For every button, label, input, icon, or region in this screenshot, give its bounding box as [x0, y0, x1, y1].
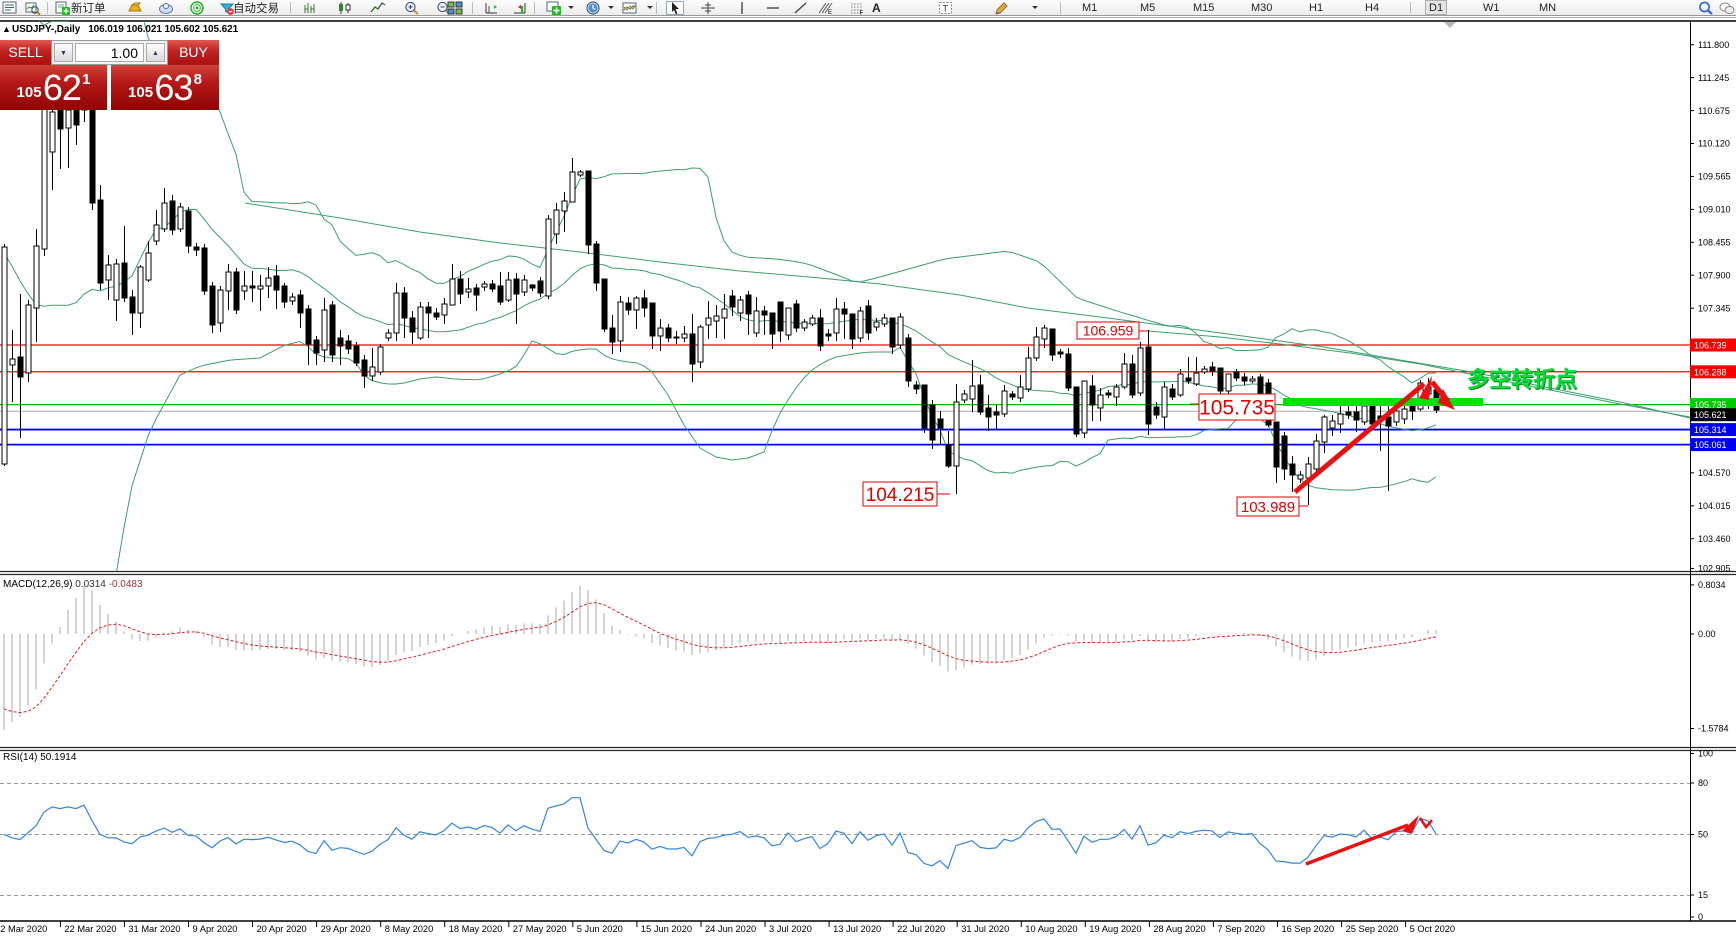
- svg-text:E: E: [828, 10, 832, 15]
- svg-text:7 Sep 2020: 7 Sep 2020: [1217, 924, 1265, 934]
- svg-text:28 Aug 2020: 28 Aug 2020: [1153, 924, 1205, 934]
- svg-text:104.015: 104.015: [1698, 501, 1731, 511]
- svg-text:20 Apr 2020: 20 Apr 2020: [257, 924, 307, 934]
- svg-text:RSI(14) 50.1914: RSI(14) 50.1914: [3, 752, 77, 763]
- svg-text:110.120: 110.120: [1698, 139, 1730, 149]
- svg-text:2 Mar 2020: 2 Mar 2020: [0, 924, 47, 934]
- svg-text:105.621: 105.621: [1694, 410, 1727, 420]
- svg-text:102.905: 102.905: [1698, 564, 1731, 574]
- svg-text:22 Jul 2020: 22 Jul 2020: [897, 924, 945, 934]
- svg-text:15 Jun 2020: 15 Jun 2020: [641, 924, 692, 934]
- svg-text:9 Apr 2020: 9 Apr 2020: [193, 924, 238, 934]
- svg-text:105.735: 105.735: [1694, 400, 1727, 410]
- svg-text:103.989: 103.989: [1241, 499, 1295, 516]
- svg-text:107.900: 107.900: [1698, 270, 1731, 280]
- svg-text:22 Mar 2020: 22 Mar 2020: [64, 924, 116, 934]
- svg-text:F: F: [860, 11, 864, 16]
- svg-text:31 Jul 2020: 31 Jul 2020: [961, 924, 1009, 934]
- svg-text:105.314: 105.314: [1694, 425, 1727, 435]
- svg-text:24 Jun 2020: 24 Jun 2020: [705, 924, 756, 934]
- svg-text:100: 100: [1698, 749, 1713, 759]
- svg-text:80: 80: [1698, 778, 1708, 788]
- svg-text:108.455: 108.455: [1698, 238, 1731, 248]
- svg-text:105.061: 105.061: [1694, 440, 1727, 450]
- svg-text:106.288: 106.288: [1694, 367, 1727, 377]
- svg-text:13 Jul 2020: 13 Jul 2020: [833, 924, 881, 934]
- svg-text:104.215: 104.215: [866, 485, 935, 506]
- svg-text:5 Jun 2020: 5 Jun 2020: [577, 924, 623, 934]
- svg-text:5 Oct 2020: 5 Oct 2020: [1410, 924, 1455, 934]
- svg-text:0: 0: [1698, 912, 1703, 922]
- svg-text:103.460: 103.460: [1698, 534, 1731, 544]
- svg-text:111.245: 111.245: [1698, 73, 1729, 83]
- svg-text:29 Apr 2020: 29 Apr 2020: [321, 924, 371, 934]
- svg-text:15: 15: [1698, 890, 1708, 900]
- svg-text:0.8034: 0.8034: [1698, 580, 1726, 590]
- svg-text:110.675: 110.675: [1698, 106, 1730, 116]
- svg-text:106.959: 106.959: [1083, 323, 1134, 339]
- svg-text:109.010: 109.010: [1698, 205, 1731, 215]
- svg-text:16 Sep 2020: 16 Sep 2020: [1282, 924, 1335, 934]
- svg-text:19 Aug 2020: 19 Aug 2020: [1089, 924, 1141, 934]
- svg-text:多空转折点: 多空转折点: [1467, 367, 1577, 392]
- svg-text:0.00: 0.00: [1698, 629, 1716, 639]
- svg-text:105.735: 105.735: [1199, 397, 1275, 420]
- svg-text:T: T: [943, 4, 949, 14]
- svg-text:USDJPY-,Daily 106.019 106.02: USDJPY-,Daily 106.019 106.021 105.602 10…: [12, 24, 239, 35]
- svg-text:107.345: 107.345: [1698, 303, 1731, 313]
- svg-text:-1.5784: -1.5784: [1698, 724, 1729, 734]
- svg-text:MACD(12,26,9) 0.0314 -0.0483: MACD(12,26,9) 0.0314 -0.0483: [3, 579, 143, 590]
- svg-text:27 May 2020: 27 May 2020: [513, 924, 567, 934]
- svg-text:111.800: 111.800: [1698, 40, 1729, 50]
- svg-text:8 May 2020: 8 May 2020: [385, 924, 434, 934]
- svg-text:3 Jul 2020: 3 Jul 2020: [769, 924, 812, 934]
- svg-text:109.565: 109.565: [1698, 172, 1731, 182]
- svg-text:10 Aug 2020: 10 Aug 2020: [1025, 924, 1077, 934]
- svg-text:104.570: 104.570: [1698, 468, 1731, 478]
- svg-text:50: 50: [1698, 830, 1708, 840]
- svg-text:▲: ▲: [2, 24, 11, 34]
- svg-text:18 May 2020: 18 May 2020: [449, 924, 503, 934]
- svg-text:31 Mar 2020: 31 Mar 2020: [128, 924, 180, 934]
- svg-text:106.739: 106.739: [1694, 341, 1727, 351]
- svg-text:25 Sep 2020: 25 Sep 2020: [1346, 924, 1399, 934]
